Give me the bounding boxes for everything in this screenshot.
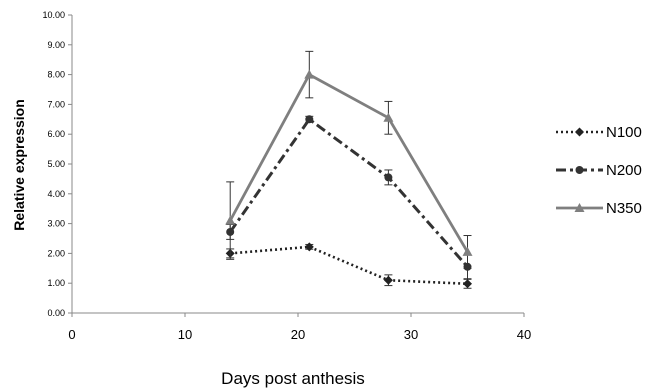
y-tick-label: 1.00: [47, 278, 65, 288]
series-N100: [225, 242, 472, 289]
legend-label: N100: [606, 124, 642, 141]
legend-label: N350: [606, 200, 642, 217]
series-N350: [225, 50, 473, 269]
data-point: [225, 215, 236, 225]
y-tick-label: 0.00: [47, 308, 65, 318]
x-tick-label: 20: [291, 327, 305, 342]
data-point: [384, 173, 393, 182]
y-tick-label: 3.00: [47, 219, 65, 229]
y-tick-label: 5.00: [47, 159, 65, 169]
legend-marker: [575, 166, 584, 174]
x-tick-label: 0: [68, 327, 75, 342]
y-tick-label: 6.00: [47, 129, 65, 139]
y-tick-label: 7.00: [47, 99, 65, 109]
data-point: [304, 69, 315, 79]
legend-item-N200: N200: [556, 162, 642, 179]
legend-marker: [575, 127, 584, 137]
series-line-N100: [230, 245, 468, 286]
data-point: [383, 275, 393, 285]
y-tick-label: 10.00: [42, 10, 65, 20]
y-tick-label: 2.00: [47, 248, 65, 258]
y-tick-label: 9.00: [47, 40, 65, 50]
x-tick-label: 30: [404, 327, 418, 342]
y-tick-label: 8.00: [47, 70, 65, 80]
data-point: [462, 246, 473, 256]
y-axis-label: Relative expression: [11, 99, 27, 231]
series-layer: [225, 50, 473, 289]
y-tick-label: 4.00: [47, 189, 65, 199]
x-tick-label: 10: [178, 327, 192, 342]
data-point: [383, 112, 394, 122]
tick-labels: 0.00 1.00 2.00 3.00 4.00 5.00 6.00 7.00 8.00 9.00…: [42, 10, 531, 342]
series-line-N200: [228, 117, 469, 268]
x-tick-label: 40: [517, 327, 531, 342]
legend-marker: [574, 203, 585, 212]
x-axis-label: Days post anthesis: [221, 369, 365, 388]
data-point: [305, 115, 314, 124]
axes: [68, 14, 525, 317]
legend-item-N350: N350: [556, 200, 642, 217]
series-line-N350: [228, 73, 469, 253]
data-point: [463, 279, 472, 289]
legend-label: N200: [606, 162, 642, 179]
legend: N100 N200 N350: [556, 124, 642, 217]
legend-item-N100: N100: [556, 124, 642, 141]
data-point: [304, 242, 314, 252]
